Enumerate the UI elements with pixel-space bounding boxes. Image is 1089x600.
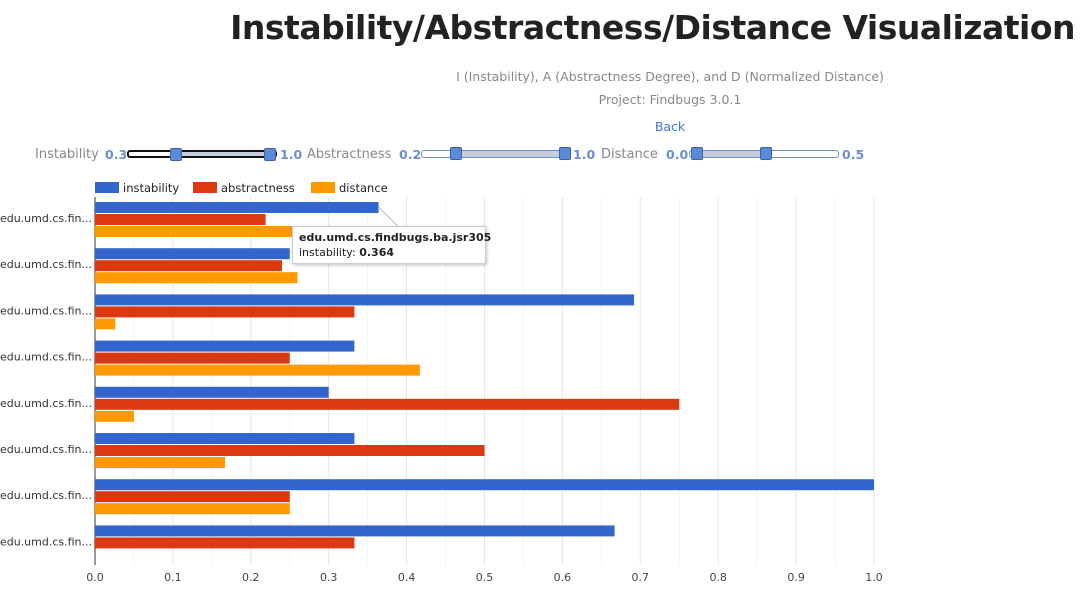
distance-min-value: 0.0 xyxy=(666,147,689,162)
instability-max-handle[interactable] xyxy=(264,148,276,161)
category-label: edu.umd.cs.fin... xyxy=(0,489,92,502)
legend-label-instability: instability xyxy=(123,181,179,195)
bar-distance xyxy=(95,410,134,422)
category-label: edu.umd.cs.fin... xyxy=(0,397,92,410)
abstractness-max-value: 1.0 xyxy=(573,147,596,162)
bar-instability xyxy=(95,202,379,213)
page-subtitle: I (Instability), A (Abstractness Degree)… xyxy=(456,69,884,84)
x-tick-label: 0.5 xyxy=(476,571,494,584)
legend-swatch-instability xyxy=(95,182,119,193)
bar-instability xyxy=(95,340,355,352)
instability-range-slider[interactable] xyxy=(127,148,277,161)
x-tick-label: 0.3 xyxy=(320,571,338,584)
bar-distance xyxy=(95,318,116,330)
legend-swatch-distance xyxy=(311,182,335,193)
x-tick-label: 0.9 xyxy=(787,571,805,584)
instability-min-value: 0.3 xyxy=(105,147,128,162)
instability-min-handle[interactable] xyxy=(170,148,182,161)
abstractness-range-slider[interactable] xyxy=(421,147,571,160)
bar-instability xyxy=(95,525,615,537)
abstractness-min-handle[interactable] xyxy=(450,147,462,160)
bar-instability xyxy=(95,248,290,260)
x-tick-label: 0.1 xyxy=(164,571,182,584)
category-label: edu.umd.cs.fin... xyxy=(0,351,92,364)
bar-distance xyxy=(95,457,226,468)
bar-abstractness xyxy=(95,214,266,225)
category-label: edu.umd.cs.fin... xyxy=(0,258,92,271)
x-tick-label: 0.4 xyxy=(398,571,416,584)
x-tick-label: 0.8 xyxy=(709,571,727,584)
distance-range-fill xyxy=(697,151,766,157)
bar-tooltip: edu.umd.cs.findbugs.ba.jsr305 instabilit… xyxy=(292,226,492,264)
abstractness-filter-label: Abstractness xyxy=(307,147,392,162)
category-label: edu.umd.cs.fin... xyxy=(0,304,92,317)
page-title: Instability/Abstractness/Distance Visual… xyxy=(230,8,1075,47)
x-tick-label: 0.7 xyxy=(632,571,650,584)
bar-distance xyxy=(95,226,294,237)
bar-instability xyxy=(95,479,874,491)
bar-instability xyxy=(95,433,355,444)
legend-swatch-abstractness xyxy=(193,182,217,193)
bar-abstractness xyxy=(95,352,290,364)
category-label: edu.umd.cs.fin... xyxy=(0,212,92,225)
back-link[interactable]: Back xyxy=(654,119,686,134)
instability-range-fill xyxy=(176,152,270,156)
legend-label-abstractness: abstractness xyxy=(221,181,295,195)
abstractness-max-handle[interactable] xyxy=(559,147,571,160)
tooltip-pointer xyxy=(378,206,399,228)
abstractness-range-fill xyxy=(456,151,565,157)
tooltip-series-label: instability: xyxy=(299,246,360,259)
bar-instability xyxy=(95,294,635,306)
bar-distance xyxy=(95,364,420,376)
category-label: edu.umd.cs.fin... xyxy=(0,443,92,456)
bar-abstractness xyxy=(95,537,355,549)
distance-range-slider[interactable] xyxy=(689,147,839,160)
distance-min-handle[interactable] xyxy=(691,147,703,160)
tooltip-title: edu.umd.cs.findbugs.ba.jsr305 xyxy=(299,231,492,244)
distance-filter-label: Distance xyxy=(601,147,658,162)
instability-max-value: 1.0 xyxy=(280,147,303,162)
x-tick-label: 0.0 xyxy=(86,571,104,584)
distance-max-value: 0.5 xyxy=(842,147,865,162)
bar-abstractness xyxy=(95,260,282,272)
x-tick-label: 0.2 xyxy=(242,571,260,584)
bar-instability xyxy=(95,386,329,398)
bar-abstractness xyxy=(95,445,485,456)
bar-distance xyxy=(95,503,290,515)
instability-filter-label: Instability xyxy=(35,147,99,162)
abstractness-min-value: 0.2 xyxy=(399,147,422,162)
x-tick-label: 1.0 xyxy=(865,571,883,584)
bar-abstractness xyxy=(95,398,680,410)
x-tick-label: 0.6 xyxy=(554,571,572,584)
distance-max-handle[interactable] xyxy=(760,147,772,160)
tooltip-value-line: instability: 0.364 xyxy=(299,246,479,259)
category-label: edu.umd.cs.fin... xyxy=(0,535,92,548)
project-name: Project: Findbugs 3.0.1 xyxy=(598,92,742,107)
tooltip-value: 0.364 xyxy=(359,246,394,259)
bar-distance xyxy=(95,272,298,284)
bar-abstractness xyxy=(95,491,290,503)
bar-abstractness xyxy=(95,306,355,318)
legend-label-distance: distance xyxy=(339,181,388,195)
